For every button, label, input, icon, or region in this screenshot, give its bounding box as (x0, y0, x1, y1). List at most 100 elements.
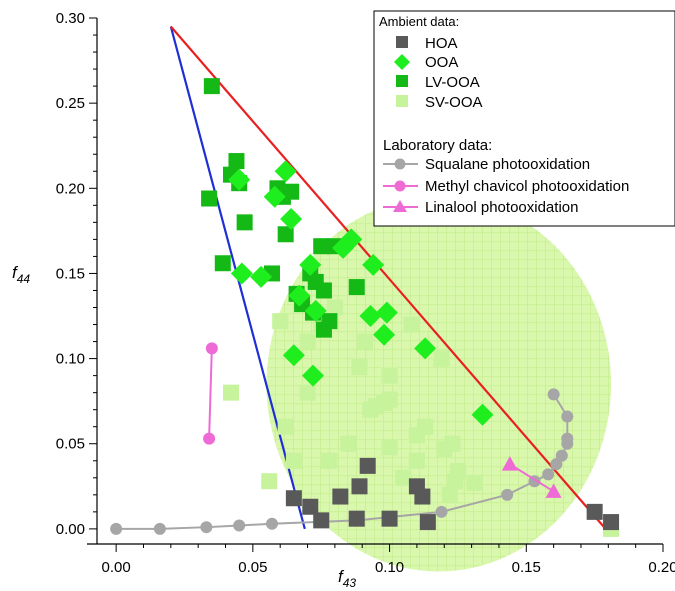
legend-label-squalane: Squalane photooxidation (425, 156, 590, 173)
series-methyl-chavicol-photooxidation (203, 342, 218, 445)
sv-ooa-point (356, 333, 373, 350)
squalane-photooxidation-point (542, 468, 555, 481)
ooa-point (250, 265, 273, 288)
x-tick-label: 0.00 (102, 559, 131, 576)
methyl-chavicol-photooxidation-line (208, 348, 213, 439)
ooa-point (362, 253, 385, 276)
hoa-point (351, 478, 368, 495)
lv-ooa-point (313, 238, 330, 255)
linalool-photooxidation-line (509, 463, 555, 493)
sv-ooa-point (449, 462, 466, 479)
legend-marker-squalane (394, 158, 406, 170)
ooa-point (230, 262, 253, 285)
legend-laboratory-header: Laboratory data: (383, 137, 492, 154)
sv-ooa-point (321, 452, 338, 469)
lv-ooa-point (277, 226, 294, 243)
squalane-photooxidation-point (501, 488, 514, 501)
ooa-point (375, 301, 398, 324)
hoa-point (359, 457, 376, 474)
squalane-photooxidation-point (435, 505, 448, 518)
legend: Ambient data: HOA OOA LV-OOA SV-OOA Labo… (373, 10, 675, 227)
methyl-chavicol-photooxidation-point (203, 432, 216, 445)
legend-entry-squalane: Squalane photooxidation (383, 156, 590, 173)
sv-ooa-point (381, 439, 398, 456)
y-axis-label-sub: 44 (17, 272, 31, 286)
y-tick-label: 0.05 (56, 436, 85, 453)
methyl-chavicol-photooxidation-point (205, 342, 218, 355)
y-tick-label: 0.10 (56, 351, 85, 368)
lv-ooa-point (315, 282, 332, 299)
sv-ooa-point (381, 367, 398, 384)
legend-label-linalool: Linalool photooxidation (425, 199, 578, 216)
ooa-point (280, 207, 303, 230)
squalane-photooxidation-point (561, 410, 574, 423)
hoa-point (332, 488, 349, 505)
squalane-photooxidation-point (265, 517, 278, 530)
hoa-point (285, 490, 302, 507)
sv-ooa-point (444, 435, 461, 452)
legend-box (373, 10, 675, 227)
series-squalane-photooxidation (110, 388, 574, 535)
sv-ooa-point (222, 384, 239, 401)
squalane-photooxidation-point (561, 432, 574, 445)
lv-ooa-point (348, 279, 365, 296)
x-axis-label: f43 (338, 567, 356, 590)
legend-entry-linalool: Linalool photooxidation (383, 199, 578, 216)
ooa-point (340, 228, 363, 251)
squalane-photooxidation-point (547, 388, 560, 401)
legend-marker-sv-ooa (396, 95, 408, 107)
squalane-photooxidation-point (153, 522, 166, 535)
x-tick-label: 0.05 (238, 559, 267, 576)
sv-ooa-point (441, 486, 458, 503)
series-hoa (285, 457, 620, 531)
ooa-point (274, 160, 297, 183)
hoa-point (586, 503, 603, 520)
lv-ooa-point (201, 190, 218, 207)
hoa-point (302, 498, 319, 515)
series-layer (110, 78, 620, 537)
sv-ooa-point (381, 391, 398, 408)
squalane-photooxidation-point (200, 521, 213, 534)
lv-ooa-point (236, 214, 253, 231)
ooa-point (228, 168, 251, 191)
x-axis-label-sub: 43 (343, 576, 357, 590)
legend-label-lv-ooa: LV-OOA (425, 74, 480, 91)
series-linalool-photooxidation (501, 456, 562, 498)
sv-ooa-point (299, 333, 316, 350)
legend-marker-hoa (396, 36, 408, 48)
sv-ooa-point (417, 418, 434, 435)
x-tick-label: 0.15 (512, 559, 541, 576)
ooa-point (302, 364, 325, 387)
squalane-photooxidation-point (233, 519, 246, 532)
y-axis-label: f44 (12, 263, 30, 286)
squalane-photooxidation-point (550, 458, 563, 471)
squalane-photooxidation-point (555, 449, 568, 462)
sv-ooa-point (326, 299, 343, 316)
lv-ooa-point (321, 313, 338, 330)
legend-marker-methyl-chavicol (394, 180, 406, 192)
series-ooa (228, 160, 494, 426)
lv-ooa-point (283, 183, 300, 200)
lv-ooa-point (228, 153, 245, 170)
legend-entry-ooa: OOA (394, 54, 458, 71)
x-axis-label-main: f (338, 567, 345, 586)
sv-ooa-point (277, 418, 294, 435)
legend-marker-ooa (394, 54, 410, 70)
legend-label-sv-ooa: SV-OOA (425, 94, 483, 111)
hoa-point (419, 514, 436, 531)
legend-entry-lv-ooa: LV-OOA (396, 74, 480, 91)
sv-ooa-point (403, 316, 420, 333)
y-tick-label: 0.30 (56, 10, 85, 27)
legend-entry-methyl-chavicol: Methyl chavicol photooxidation (383, 178, 629, 195)
sv-ooa-point (395, 469, 412, 486)
sv-ooa-point (285, 452, 302, 469)
lv-ooa-point (214, 255, 231, 272)
ooa-point (471, 403, 494, 426)
hoa-point (313, 512, 330, 529)
sv-ooa-point (299, 384, 316, 401)
y-tick-label: 0.25 (56, 95, 85, 112)
ooa-point (304, 299, 327, 322)
y-tick-label: 0.20 (56, 180, 85, 197)
ooa-point (263, 185, 286, 208)
